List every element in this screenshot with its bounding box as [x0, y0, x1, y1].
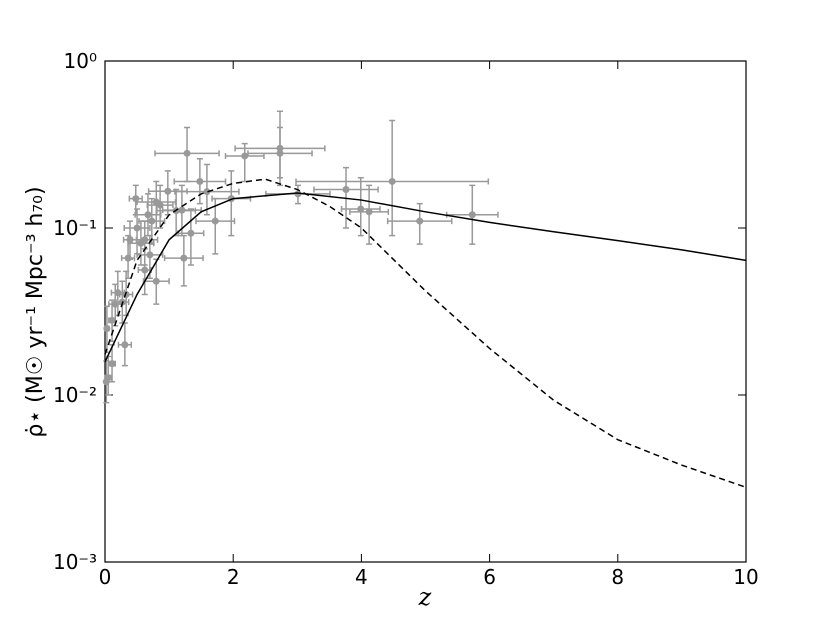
- data-point: [187, 229, 195, 237]
- data-point: [357, 205, 365, 213]
- y-axis-label: ρ̇⋆ (M☉ yr⁻¹ Mpc⁻³ h₇₀): [23, 186, 48, 437]
- plot-frame: [104, 60, 747, 563]
- model-line: [104, 178, 747, 489]
- data-point: [342, 186, 350, 194]
- model-line: [104, 192, 747, 363]
- data-point: [114, 289, 122, 297]
- x-tick-label: 0: [99, 565, 112, 589]
- data-point: [146, 251, 154, 259]
- data-point: [144, 211, 152, 219]
- data-point: [111, 300, 119, 308]
- data-point: [108, 316, 116, 324]
- data-point: [180, 254, 188, 262]
- data-point: [276, 149, 284, 157]
- x-tick-label: 2: [227, 565, 240, 589]
- data-point: [137, 239, 145, 247]
- data-point: [152, 198, 160, 206]
- data-point: [294, 190, 302, 198]
- y-tick-label: 10⁰: [64, 49, 97, 73]
- data-point: [108, 360, 116, 368]
- data-point: [203, 188, 211, 196]
- y-tick-label: 10⁻³: [53, 550, 97, 574]
- data-point: [124, 254, 132, 262]
- y-tick-label: 10⁻¹: [53, 216, 97, 240]
- data-point: [241, 152, 249, 160]
- x-tick-label: 6: [483, 565, 496, 589]
- x-tick-label: 4: [355, 565, 368, 589]
- data-point: [365, 208, 373, 216]
- data-point: [103, 325, 111, 333]
- x-axis-label: z: [418, 583, 432, 611]
- data-point: [183, 149, 191, 157]
- data-point: [121, 341, 129, 349]
- x-tick-label: 10: [733, 565, 758, 589]
- y-tick-label: 10⁻²: [53, 383, 97, 407]
- data-point: [211, 217, 219, 225]
- data-point: [132, 195, 140, 203]
- data-point: [164, 187, 172, 195]
- data-point: [196, 177, 204, 185]
- data-point: [148, 217, 156, 225]
- data-point: [104, 374, 112, 382]
- data-point: [141, 266, 149, 274]
- error-bar: [195, 197, 236, 255]
- data-point: [152, 277, 160, 285]
- data-point: [388, 177, 396, 185]
- data-point: [468, 211, 476, 219]
- x-tick-label: 8: [611, 565, 624, 589]
- data-point: [416, 217, 424, 225]
- data-point: [133, 224, 141, 232]
